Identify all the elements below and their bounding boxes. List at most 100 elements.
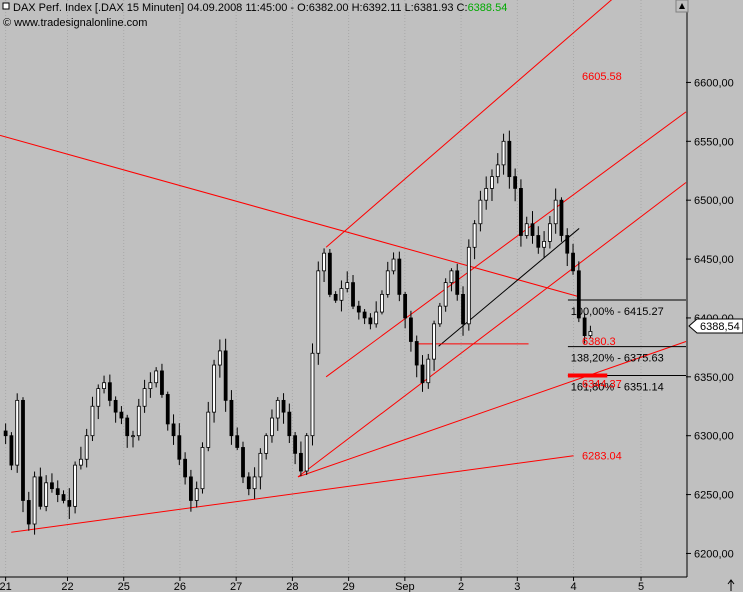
up-arrow-icon[interactable]	[727, 579, 735, 591]
x-axis-ticks: 21 22 25 26 27 28 29 Sep 2 3 4 5	[0, 577, 644, 592]
candle	[588, 325, 593, 339]
candle-body	[183, 458, 188, 478]
candle-body	[536, 235, 541, 248]
candle-body	[339, 288, 344, 301]
candle	[246, 472, 251, 496]
candle	[316, 261, 321, 365]
candle	[171, 414, 176, 445]
trendline	[325, 0, 613, 248]
candle	[455, 263, 460, 301]
candle-body	[229, 399, 234, 437]
candle-body	[519, 188, 523, 236]
y-tick-label: 6550,00	[694, 136, 734, 148]
candle	[165, 391, 170, 431]
candle	[235, 427, 240, 451]
candle-body	[44, 482, 49, 507]
candle-body	[466, 246, 471, 325]
candle-body	[246, 476, 251, 490]
candle	[183, 452, 188, 485]
candle-body	[136, 405, 141, 437]
candle-body	[403, 293, 408, 319]
candle-body	[420, 364, 425, 384]
candle-body	[258, 452, 263, 478]
candle-body	[73, 464, 78, 507]
level-annotation: 161,80% - 6351.14	[571, 381, 664, 393]
candle	[530, 211, 535, 244]
candle-body	[235, 435, 240, 448]
y-tick-label: 6300,00	[694, 431, 734, 443]
candle-body	[571, 252, 575, 272]
candle-body	[322, 252, 326, 272]
candle	[385, 261, 390, 298]
level-annotation: 100,00% - 6415.27	[571, 306, 664, 318]
candle	[160, 363, 164, 398]
candle-body	[495, 164, 500, 178]
candle-body	[501, 140, 506, 166]
candle	[368, 313, 373, 330]
candle	[542, 231, 546, 258]
candle-body	[553, 199, 558, 225]
candle-body	[449, 270, 454, 284]
price-tag-text: 6388,54	[700, 321, 740, 333]
trendline	[11, 455, 574, 533]
x-tick-label: 3	[514, 581, 520, 592]
x-tick-label: 28	[286, 581, 298, 592]
copyright-text: © www.tradesignalonline.com	[3, 17, 147, 29]
candle	[15, 393, 20, 473]
candle-body	[542, 240, 546, 248]
candle-body	[177, 435, 182, 460]
candle	[32, 471, 37, 535]
price-tag-box	[688, 318, 743, 334]
candle-body	[478, 199, 483, 225]
candle	[490, 169, 494, 202]
candle-body	[252, 476, 257, 490]
candle	[293, 432, 298, 465]
y-tick-label: 6200,00	[694, 548, 734, 560]
candle	[374, 301, 379, 328]
x-tick-label: 27	[230, 581, 242, 592]
candle	[299, 441, 303, 477]
candle	[553, 188, 558, 234]
candle	[78, 446, 83, 470]
candle	[154, 367, 159, 388]
candle	[443, 278, 448, 312]
candle	[478, 190, 483, 232]
candle-body	[374, 311, 379, 325]
candle-body	[356, 305, 361, 313]
candle-body	[61, 494, 66, 501]
candle	[536, 226, 541, 254]
candle	[501, 133, 506, 175]
chart-title-text: DAX Perf. Index [.DAX 15 Minuten] 04.09.…	[13, 2, 468, 14]
candle-body	[55, 488, 60, 495]
candle	[582, 313, 587, 344]
trendline	[438, 228, 580, 347]
candle-body	[484, 188, 489, 201]
candle	[420, 355, 425, 392]
x-tick-label: 29	[342, 581, 354, 592]
candle-body	[432, 323, 436, 360]
candle-body	[582, 317, 587, 337]
candle-body	[217, 350, 222, 366]
candle	[519, 179, 523, 247]
candle-body	[38, 476, 43, 507]
candle-body	[316, 270, 321, 354]
scroll-arrow-glyph	[679, 3, 685, 9]
x-tick-label: 4	[570, 581, 576, 592]
candle	[356, 300, 361, 320]
candle	[119, 406, 124, 425]
square-marker-icon[interactable]	[2, 2, 10, 10]
candle	[322, 248, 326, 282]
x-tick-label: 26	[174, 581, 186, 592]
candle-body	[15, 399, 20, 466]
candle	[252, 467, 257, 499]
candle	[206, 401, 211, 452]
candle-body	[148, 382, 153, 389]
candle	[466, 239, 471, 331]
level-annotation: 6380.3	[582, 336, 616, 348]
candle	[333, 291, 338, 303]
candle	[565, 228, 570, 267]
candle-body	[588, 331, 593, 337]
